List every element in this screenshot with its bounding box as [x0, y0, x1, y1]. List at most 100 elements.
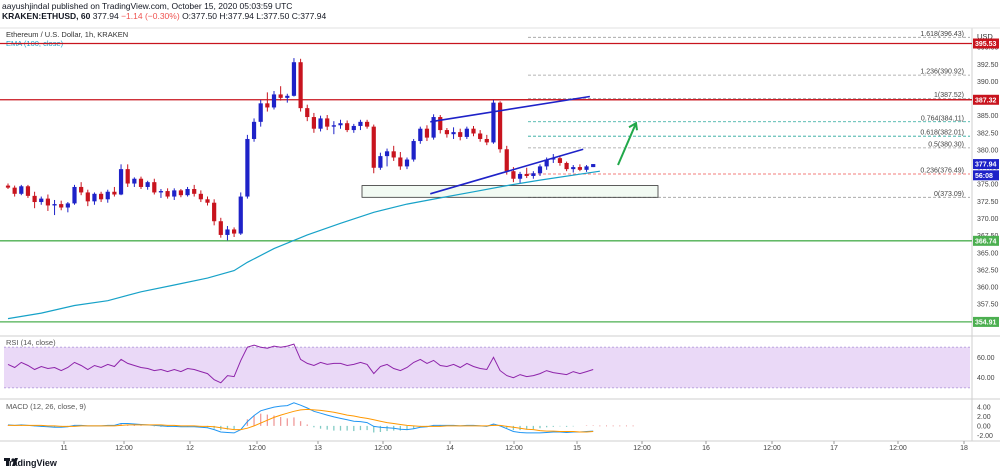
candle — [59, 200, 64, 211]
candle-body — [438, 117, 443, 131]
candle-body — [571, 167, 576, 170]
candle — [478, 130, 483, 142]
candle-body — [351, 125, 356, 131]
candle — [424, 125, 430, 142]
candle-body — [484, 138, 489, 143]
price-tick-label: 372.50 — [977, 199, 999, 206]
channel-upper-line — [430, 95, 591, 123]
candle-body — [511, 171, 516, 179]
candle — [245, 134, 250, 199]
candle — [305, 104, 310, 122]
support-zone-box — [361, 185, 659, 198]
price-tick-label: 365.00 — [977, 250, 999, 257]
candle-body — [99, 193, 104, 200]
candle-body — [444, 130, 449, 135]
candle — [72, 184, 77, 205]
candle-body — [172, 190, 177, 197]
candle-body — [238, 196, 243, 234]
rsi-label[interactable]: RSI (14, close) — [6, 338, 56, 347]
candle-body — [19, 186, 24, 194]
price-tag: 387.32 — [973, 94, 999, 105]
candle-body — [192, 189, 197, 194]
candle — [265, 92, 270, 112]
last-price: 377.94 — [92, 11, 119, 21]
tradingview-logo-icon — [4, 458, 18, 466]
candle-body — [125, 169, 130, 184]
candle-body — [258, 103, 263, 122]
candle-body — [198, 193, 203, 200]
candle — [271, 91, 277, 110]
candle — [132, 177, 137, 187]
candle-body — [418, 128, 423, 142]
time-tick-label: 12:00 — [505, 445, 523, 452]
candle-body — [471, 128, 476, 134]
candle — [85, 189, 90, 207]
candle-body — [72, 186, 77, 204]
candle — [564, 161, 569, 172]
candle-body — [458, 132, 463, 137]
candle — [5, 183, 11, 190]
candle — [238, 192, 243, 235]
candle-body — [25, 186, 31, 196]
tradingview-footer[interactable]: TradingView — [4, 458, 57, 468]
candle-body — [212, 202, 217, 222]
candle — [584, 165, 589, 172]
candle — [351, 123, 356, 133]
candle — [325, 114, 330, 131]
macd-tick-label: -2.00 — [977, 433, 993, 440]
price-tag: 395.53 — [973, 38, 999, 49]
price-tag-text: 377.94 — [975, 162, 997, 169]
price-tick-label: 360.00 — [977, 285, 999, 292]
price-tag-box — [973, 170, 999, 181]
candle — [19, 184, 24, 196]
candle-body — [251, 121, 257, 139]
candle-body — [152, 182, 157, 193]
candle — [105, 189, 110, 203]
candle-body — [39, 198, 44, 203]
symbol-label[interactable]: KRAKEN:ETHUSD, 60 — [2, 11, 91, 21]
candle — [391, 145, 396, 161]
candle — [451, 127, 456, 139]
candle — [431, 114, 436, 140]
rsi-line — [7, 343, 594, 384]
price-tag-box — [973, 316, 999, 327]
candle — [212, 199, 217, 226]
candle — [411, 138, 416, 162]
candle — [491, 99, 496, 144]
candle-body — [358, 121, 363, 126]
candle — [138, 176, 144, 190]
candle-body — [112, 191, 117, 195]
rsi-tick-label: 40.00 — [977, 375, 995, 382]
candle — [484, 134, 489, 146]
candle — [371, 124, 376, 174]
candle — [152, 178, 157, 195]
candle — [345, 120, 350, 133]
candle — [232, 227, 237, 237]
candle-body — [5, 185, 11, 188]
candle — [112, 186, 117, 197]
candle — [458, 128, 463, 141]
candle-body — [365, 121, 370, 127]
candle-body — [544, 159, 549, 167]
candle — [504, 145, 509, 175]
fib-level-label: 0.236(376.49) — [920, 168, 964, 175]
candle — [498, 101, 503, 153]
candle-body — [318, 118, 323, 129]
candle — [365, 119, 370, 129]
publisher-line: aayushjindal published on TradingView.co… — [2, 1, 293, 11]
candle — [258, 99, 263, 127]
candle — [205, 196, 210, 206]
candle-body — [345, 123, 350, 131]
candle — [418, 126, 423, 144]
candle-body — [278, 94, 283, 98]
candle — [438, 114, 443, 134]
candle-body — [245, 138, 250, 197]
macd-label[interactable]: MACD (12, 26, close, 9) — [6, 402, 87, 411]
fib-level-label: 1(387.52) — [934, 92, 964, 99]
candle-body — [205, 199, 210, 203]
candle — [591, 164, 596, 168]
time-tick-label: 11 — [60, 445, 67, 452]
price-tick-label: 390.00 — [977, 79, 999, 86]
price-tick-label: 362.50 — [977, 267, 999, 274]
